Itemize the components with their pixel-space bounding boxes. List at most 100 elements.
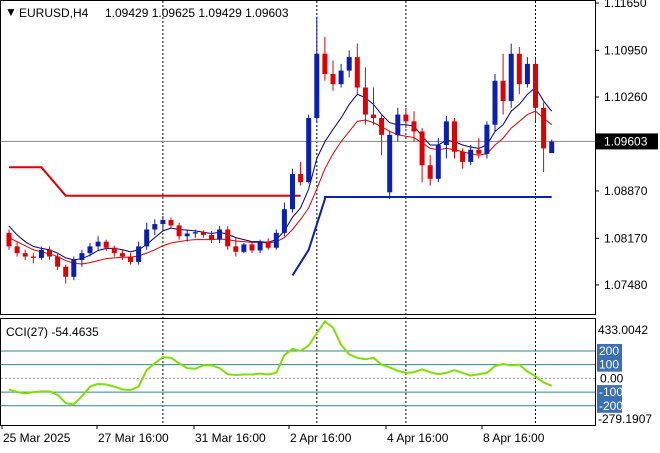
stop-line-blue	[291, 196, 552, 276]
price-tick-label-5: 1.08170	[604, 231, 648, 245]
candle-body-56	[460, 151, 466, 162]
ohlc-values: 1.09429 1.09625 1.09429 1.09603	[105, 6, 289, 20]
price-axis: 1.11650 1.10950 1.10260 1.09603 1.08870 1.081…	[595, 0, 658, 292]
candle-body-38	[314, 53, 320, 118]
candle-body-49	[403, 114, 409, 122]
candle-body-4	[38, 249, 44, 258]
candle-body-18	[152, 224, 158, 230]
candle-body-60	[492, 80, 498, 125]
candle-body-27	[225, 229, 231, 247]
candle-body-11	[95, 241, 101, 247]
candle-body-58	[476, 149, 482, 154]
candle-body-10	[87, 246, 93, 254]
stop-lines	[9, 166, 552, 276]
time-axis: 25 Mar 2025 27 Mar 16:00 31 Mar 16:00 2 Apr…	[1, 425, 545, 445]
cci-level-label-1: 100	[599, 358, 619, 372]
candle-body-33	[273, 232, 279, 248]
moving-averages	[8, 86, 553, 265]
cci-label: CCI(27) -54.4635	[6, 325, 99, 339]
cci-series	[8, 320, 553, 406]
cci-level-tag-bg-0	[597, 343, 622, 358]
candle-body-35	[290, 174, 295, 210]
candle-body-22	[184, 233, 190, 237]
candle-body-8	[71, 259, 77, 277]
menu-arrow-icon[interactable]: ▼	[5, 5, 17, 19]
candle-body-54	[443, 121, 449, 145]
cci-frame	[0, 318, 596, 426]
candle-body-12	[103, 241, 109, 248]
candle-body-65	[533, 63, 538, 108]
cci-level-tag-bg-3	[597, 385, 622, 400]
candle-body-7	[63, 266, 69, 277]
price-tick-label-1: 1.10950	[604, 43, 648, 57]
candle-body-30	[249, 244, 255, 251]
candle-body-25	[209, 234, 214, 240]
candle-body-5	[47, 249, 52, 257]
price-tick-label-0: 1.11650	[604, 0, 647, 10]
candle-body-61	[500, 80, 506, 102]
candle-body-63	[516, 53, 522, 85]
time-label-2: 31 Mar 16:00	[195, 431, 266, 445]
candle-body-21	[176, 225, 182, 237]
candle-body-55	[452, 121, 457, 152]
candle-body-9	[79, 253, 85, 260]
time-label-3: 2 Apr 16:00	[290, 431, 352, 445]
candle-body-26	[217, 229, 223, 240]
candle-body-19	[160, 220, 166, 225]
candle-body-50	[411, 121, 417, 132]
cci-level-label-3: -100	[599, 385, 623, 399]
symbol-label: EURUSD,H4	[19, 6, 89, 20]
candle-body-23	[192, 232, 198, 234]
cci-level-label-0: 200	[599, 344, 619, 358]
candle-body-44	[362, 87, 368, 115]
candle-body-29	[241, 244, 247, 252]
candle-body-0	[6, 232, 12, 247]
candle-body-66	[541, 107, 547, 149]
stop-line-red	[9, 166, 301, 197]
candle-body-45	[371, 114, 376, 118]
candle-body-40	[330, 74, 336, 85]
candle-body-17	[144, 229, 150, 247]
candle-body-14	[119, 253, 125, 257]
candle-body-1	[14, 246, 20, 254]
candle-body-15	[128, 256, 133, 262]
candle-body-32	[265, 241, 271, 248]
candle-body-31	[257, 241, 263, 251]
candle-body-53	[435, 144, 441, 179]
time-label-4: 4 Apr 16:00	[387, 431, 449, 445]
time-label-0: 25 Mar 2025	[3, 431, 71, 445]
candle-body-48	[395, 114, 401, 135]
cci-level-label-4: -200	[599, 399, 623, 413]
ma-slow-line	[8, 110, 553, 265]
candle-body-2	[22, 253, 28, 257]
candle-body-67	[549, 141, 555, 154]
candle-body-59	[484, 124, 490, 154]
price-frame	[0, 0, 596, 315]
candle-body-28	[233, 246, 239, 252]
candle-body-37	[306, 117, 312, 183]
candle-body-46	[379, 117, 385, 135]
candle-body-16	[136, 246, 142, 262]
candle-body-34	[281, 209, 287, 233]
candle-body-41	[338, 70, 344, 85]
cci-level-label-2: 0.00	[600, 371, 624, 385]
cci-level-tag-bg-1	[597, 357, 622, 372]
candle-body-52	[427, 165, 433, 179]
current-price-tag-bg	[596, 133, 658, 150]
cci-bottom-label: -279.1907	[598, 412, 652, 426]
candle-body-42	[346, 57, 352, 71]
candle-body-43	[354, 57, 360, 88]
price-grid	[1, 1, 595, 425]
time-label-1: 27 Mar 16:00	[98, 431, 169, 445]
candle-body-51	[419, 131, 425, 166]
candle-body-64	[524, 63, 530, 85]
candle-body-39	[322, 53, 328, 75]
candle-body-47	[387, 134, 393, 193]
price-tick-label-2: 1.10260	[604, 90, 648, 104]
price-tick-label-6: 1.07480	[604, 278, 648, 292]
candle-body-20	[168, 220, 174, 226]
candles	[6, 16, 555, 284]
